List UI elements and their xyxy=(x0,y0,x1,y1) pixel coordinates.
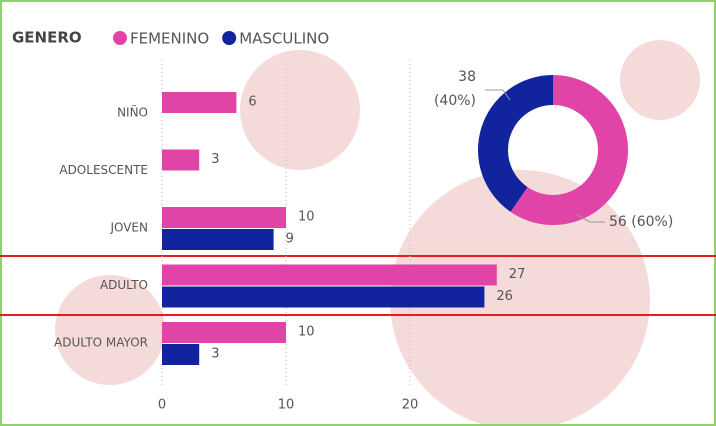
bar xyxy=(162,149,200,171)
y-tick-label: JOVEN xyxy=(109,221,148,235)
bar xyxy=(162,322,286,343)
bar xyxy=(162,207,286,228)
bar xyxy=(162,286,485,308)
virus-background xyxy=(55,40,700,426)
legend-swatch xyxy=(222,31,237,45)
legend-title: GENERO xyxy=(12,29,82,47)
bar xyxy=(162,344,200,365)
legend-label: MASCULINO xyxy=(239,30,329,48)
donut-slice xyxy=(510,75,628,225)
y-tick-label: ADOLESCENTE xyxy=(59,163,148,177)
value-label: 10 xyxy=(298,325,315,340)
y-tick-label: ADULTO MAYOR xyxy=(54,336,148,350)
value-label: 3 xyxy=(211,152,219,167)
value-label: 26 xyxy=(496,289,513,304)
leader-line xyxy=(574,213,605,223)
value-label: 6 xyxy=(248,95,256,110)
legend-label: FEMENINO xyxy=(130,30,209,48)
donut-slice xyxy=(477,75,553,212)
leader-line xyxy=(485,89,511,101)
legend-swatch xyxy=(113,31,127,45)
x-tick-label: 10 xyxy=(278,398,295,413)
donut-label: 56 (60%) xyxy=(609,214,673,230)
x-tick-label: 0 xyxy=(158,398,166,413)
bar xyxy=(162,229,274,250)
bar xyxy=(162,92,237,113)
value-label: 9 xyxy=(286,232,294,247)
donut-label: 38 (40%) xyxy=(434,69,476,109)
y-tick-label: ADULTO xyxy=(100,278,148,292)
value-label: 10 xyxy=(298,210,315,225)
bar xyxy=(162,264,497,286)
value-label: 3 xyxy=(211,347,219,362)
x-tick-label: 20 xyxy=(402,398,419,413)
value-label: 27 xyxy=(509,267,526,282)
y-tick-label: NIÑO xyxy=(117,105,148,120)
